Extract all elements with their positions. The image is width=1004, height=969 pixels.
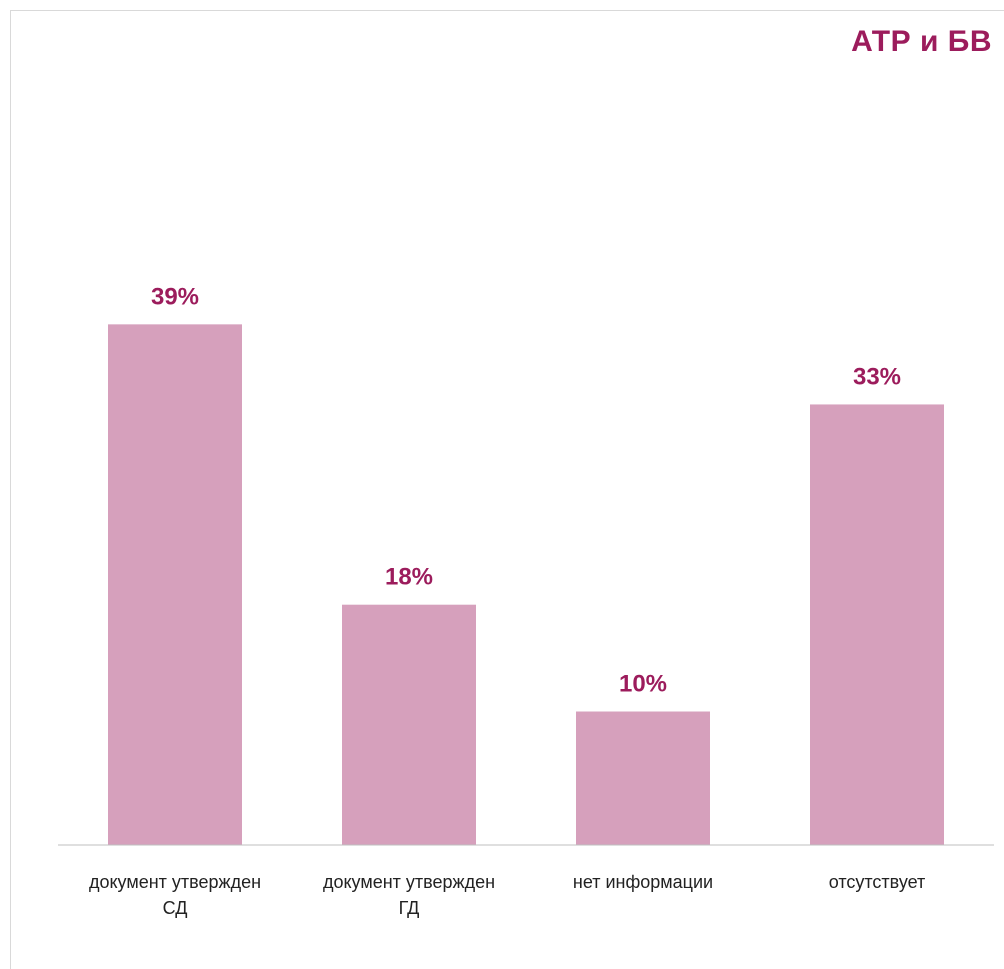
category-label-1: документ утвержден СД: [89, 872, 261, 918]
bars-layer: [108, 324, 944, 846]
bar-4: [810, 404, 944, 845]
data-label-2: 18%: [385, 564, 433, 591]
data-label-3: 10%: [619, 671, 667, 698]
category-label-4: отсутствует: [829, 872, 926, 892]
chart-frame: [10, 10, 1004, 969]
bar-2: [342, 604, 476, 845]
category-label-2: документ утвержден ГД: [323, 872, 495, 918]
data-label-4: 33%: [853, 363, 901, 390]
value-labels-layer: 39% 18% 10% 33%: [151, 283, 901, 697]
category-label-3: нет информации: [573, 872, 713, 892]
category-labels-layer: документ утвержден СД документ утвержден ГД…: [89, 872, 925, 918]
chart-title: АТР и БВ: [851, 25, 992, 58]
bar-1: [108, 324, 242, 846]
bar-3: [576, 711, 710, 845]
data-label-1: 39%: [151, 283, 199, 310]
